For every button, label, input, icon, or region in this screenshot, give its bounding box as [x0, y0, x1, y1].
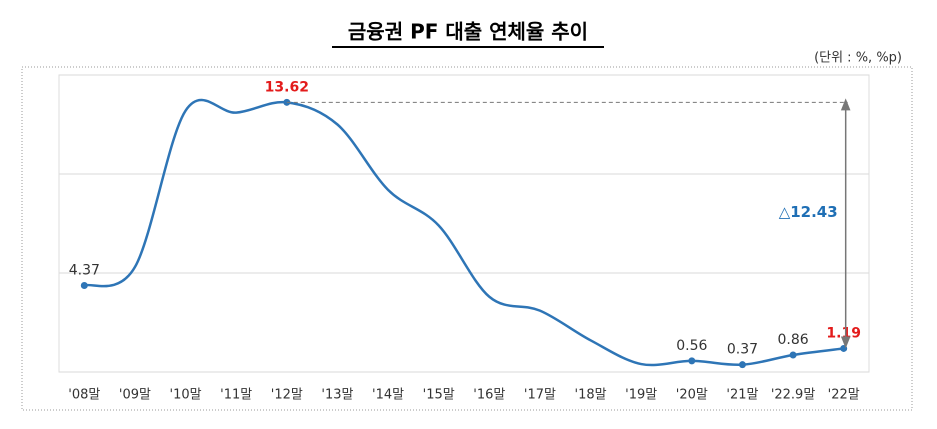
- value-label: 1.19: [826, 325, 861, 341]
- chart-frame: [21, 66, 913, 411]
- point: [840, 344, 848, 352]
- x-tick-label: '17말: [524, 388, 556, 403]
- x-tick-label: '10말: [170, 388, 202, 403]
- x-tick-label: '19말: [625, 388, 657, 403]
- x-tick-label: '22.9말: [771, 388, 816, 403]
- chart-title: 금융권 PF 대출 연체율 추이: [348, 20, 588, 44]
- point: [738, 361, 746, 369]
- point: [789, 351, 797, 359]
- x-tick-label: '08말: [68, 388, 100, 403]
- point: [688, 357, 696, 365]
- x-tick-label: '21말: [726, 388, 758, 403]
- x-tick-label: '09말: [119, 388, 151, 403]
- difference-annotation: △12.43: [779, 203, 838, 221]
- value-label: 0.56: [676, 338, 707, 354]
- unit-note: (단위 : %, %p): [814, 51, 902, 66]
- x-tick-label: '15말: [423, 388, 455, 403]
- x-tick-label: '14말: [372, 388, 404, 403]
- x-tick-label: '18말: [575, 388, 607, 403]
- value-label: 4.37: [69, 262, 100, 278]
- x-tick-label: '13말: [321, 388, 353, 403]
- point: [80, 281, 88, 289]
- value-label: 0.86: [777, 332, 808, 348]
- x-tick-label: '12말: [271, 388, 303, 403]
- line-series: [83, 98, 844, 367]
- x-tick-label: '20말: [676, 388, 708, 403]
- x-tick-label: '16말: [473, 388, 505, 403]
- x-tick-label: '11말: [220, 388, 252, 403]
- value-label: 13.62: [265, 79, 309, 95]
- x-tick-label: '22말: [828, 388, 860, 403]
- value-label: 0.37: [727, 342, 758, 358]
